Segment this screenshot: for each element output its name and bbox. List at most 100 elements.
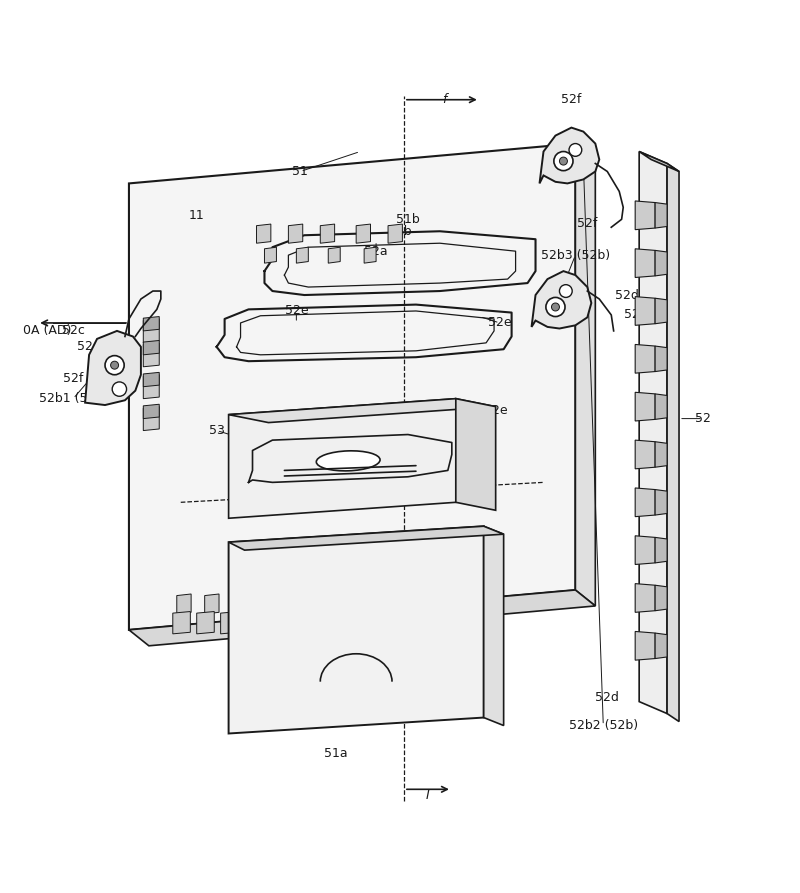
Circle shape — [551, 303, 559, 311]
Polygon shape — [288, 224, 302, 243]
Polygon shape — [143, 372, 159, 387]
Text: 52a: 52a — [364, 245, 388, 258]
Polygon shape — [635, 488, 655, 517]
Polygon shape — [85, 331, 141, 405]
Text: 52c: 52c — [624, 308, 646, 321]
Polygon shape — [257, 224, 271, 243]
Polygon shape — [635, 584, 655, 613]
Polygon shape — [229, 526, 504, 550]
Text: 52a: 52a — [464, 412, 487, 425]
Polygon shape — [484, 526, 504, 725]
Text: 0A (AD): 0A (AD) — [23, 324, 72, 338]
Polygon shape — [277, 594, 290, 613]
Polygon shape — [655, 346, 667, 371]
Circle shape — [105, 355, 124, 375]
Polygon shape — [635, 536, 655, 564]
Polygon shape — [269, 612, 286, 634]
Polygon shape — [667, 163, 679, 722]
Text: 51a: 51a — [325, 747, 348, 760]
Polygon shape — [639, 152, 667, 714]
Polygon shape — [635, 631, 655, 660]
Polygon shape — [129, 590, 595, 646]
Text: 52d: 52d — [77, 340, 101, 354]
Polygon shape — [364, 247, 376, 263]
Text: 52b3 (52b): 52b3 (52b) — [541, 248, 610, 262]
Text: f: f — [442, 93, 446, 106]
Polygon shape — [265, 247, 277, 263]
Text: 53: 53 — [209, 424, 225, 437]
Circle shape — [559, 157, 567, 165]
Text: 52f: 52f — [63, 372, 83, 385]
Polygon shape — [296, 247, 308, 263]
Circle shape — [569, 144, 582, 156]
Polygon shape — [129, 144, 575, 630]
Text: 52e: 52e — [488, 316, 511, 330]
Polygon shape — [539, 128, 599, 183]
Polygon shape — [456, 398, 496, 510]
Polygon shape — [655, 203, 667, 228]
Polygon shape — [420, 594, 434, 613]
Polygon shape — [143, 343, 159, 367]
Text: 52f: 52f — [577, 217, 598, 230]
Polygon shape — [173, 612, 190, 634]
Ellipse shape — [316, 451, 380, 471]
Polygon shape — [143, 319, 159, 343]
Polygon shape — [635, 201, 655, 230]
Polygon shape — [531, 271, 591, 329]
Polygon shape — [635, 249, 655, 278]
Polygon shape — [356, 224, 370, 243]
Polygon shape — [245, 612, 262, 634]
Polygon shape — [655, 250, 667, 276]
Polygon shape — [143, 375, 159, 398]
Text: I: I — [426, 789, 430, 802]
Polygon shape — [639, 152, 679, 171]
Polygon shape — [635, 345, 655, 373]
Polygon shape — [221, 612, 238, 634]
Circle shape — [546, 297, 565, 316]
Polygon shape — [328, 247, 340, 263]
Polygon shape — [635, 296, 655, 325]
Polygon shape — [229, 526, 484, 733]
Text: 11: 11 — [189, 209, 205, 221]
Text: 51: 51 — [293, 165, 308, 178]
Polygon shape — [348, 594, 362, 613]
Text: 11b: 11b — [388, 225, 412, 238]
Text: 52f: 52f — [562, 93, 582, 106]
Polygon shape — [324, 594, 338, 613]
Polygon shape — [229, 594, 243, 613]
Circle shape — [559, 285, 572, 297]
Polygon shape — [388, 224, 402, 243]
Text: 52: 52 — [695, 412, 711, 425]
Text: 52d: 52d — [595, 691, 619, 704]
Polygon shape — [396, 594, 410, 613]
Polygon shape — [635, 392, 655, 421]
Polygon shape — [300, 594, 314, 613]
Polygon shape — [372, 594, 386, 613]
Polygon shape — [655, 489, 667, 515]
Polygon shape — [655, 394, 667, 420]
Polygon shape — [205, 594, 219, 613]
Polygon shape — [320, 224, 334, 243]
Polygon shape — [655, 538, 667, 563]
Polygon shape — [229, 398, 496, 422]
Polygon shape — [655, 298, 667, 324]
Polygon shape — [655, 585, 667, 611]
Polygon shape — [655, 633, 667, 658]
Text: 52e: 52e — [484, 405, 507, 417]
Polygon shape — [575, 144, 595, 606]
Text: 51b: 51b — [396, 213, 420, 226]
Circle shape — [110, 361, 118, 369]
Text: 52c: 52c — [62, 324, 85, 338]
Polygon shape — [655, 442, 667, 467]
Polygon shape — [143, 406, 159, 430]
Circle shape — [112, 382, 126, 396]
Text: 52b2 (52b): 52b2 (52b) — [569, 719, 638, 732]
Polygon shape — [635, 440, 655, 469]
Polygon shape — [143, 405, 159, 419]
Text: 52e: 52e — [285, 305, 308, 318]
Polygon shape — [253, 594, 267, 613]
Text: 52b1 (52b): 52b1 (52b) — [38, 392, 108, 405]
Circle shape — [554, 152, 573, 171]
Text: 52d: 52d — [615, 288, 639, 302]
Polygon shape — [229, 398, 456, 518]
